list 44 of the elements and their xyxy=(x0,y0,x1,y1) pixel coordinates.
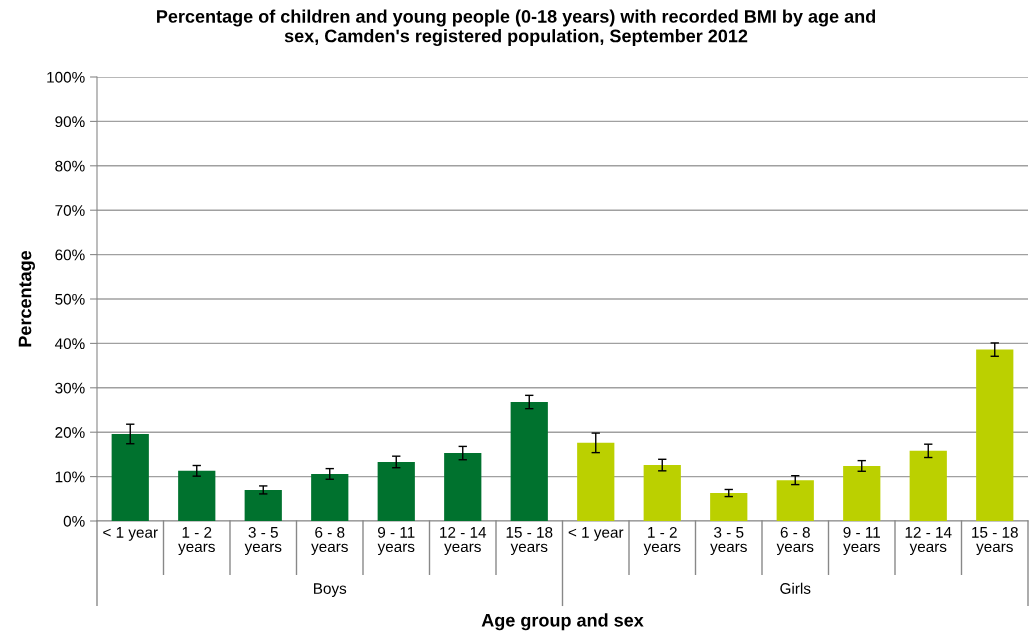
x-tick-label: 6 - 8 years xyxy=(776,526,814,556)
bar xyxy=(643,465,681,521)
y-axis-title: Percentage xyxy=(18,250,36,347)
x-tick-label: < 1 year xyxy=(103,527,158,541)
bar xyxy=(843,465,881,521)
y-tick-label: 70% xyxy=(55,205,85,216)
y-tick-label: 100% xyxy=(47,71,85,83)
y-tick-label: 90% xyxy=(55,116,85,128)
y-tick-label: 30% xyxy=(55,382,85,394)
y-tick-label: 50% xyxy=(55,293,85,305)
y-tick-label: 60% xyxy=(55,249,85,261)
bar xyxy=(311,473,349,521)
x-tick-label: < 1 year xyxy=(568,527,624,541)
bar xyxy=(244,489,282,521)
x-tick-label: 1 - 2 years xyxy=(178,526,215,556)
bar xyxy=(178,470,216,521)
bar xyxy=(111,433,149,521)
y-tick-label: 20% xyxy=(55,427,85,438)
text: Boys xyxy=(314,583,347,597)
x-tick-label: 1 - 2 years xyxy=(643,526,681,556)
x-tick-label: 9 - 11 years xyxy=(843,526,880,556)
bar xyxy=(577,442,615,521)
text: Girls xyxy=(780,582,811,594)
y-tick-label: 80% xyxy=(55,160,85,172)
x-tick-label: 15 - 18 years xyxy=(506,526,553,556)
y-tick-label: 40% xyxy=(54,338,85,350)
x-tick-label: 6 - 8 years xyxy=(311,526,348,556)
bar xyxy=(776,480,814,521)
y-tick-label: 0% xyxy=(63,515,85,527)
chart-title: Percentage of children and young people (0-18 years) with recorded BMI by age and sex, Camden's registered population, September 2012 xyxy=(157,9,876,47)
x-tick-label: 12 - 14 years xyxy=(440,526,487,556)
x-tick-label: 9 - 11 years xyxy=(377,526,415,556)
x-tick-label: 3 - 5 years xyxy=(710,526,747,556)
x-tick-label: 15 - 18 years xyxy=(972,526,1018,556)
bar xyxy=(976,349,1014,521)
x-tick-label: 3 - 5 years xyxy=(244,526,282,556)
x-tick-label: 12 - 14 years xyxy=(905,526,952,556)
bar xyxy=(909,450,947,521)
bar xyxy=(710,493,748,521)
bar xyxy=(377,461,415,521)
bar xyxy=(510,402,548,521)
y-tick-label: 10% xyxy=(55,471,85,483)
bar xyxy=(444,453,482,521)
x-axis-title: Age group and sex xyxy=(481,613,644,631)
